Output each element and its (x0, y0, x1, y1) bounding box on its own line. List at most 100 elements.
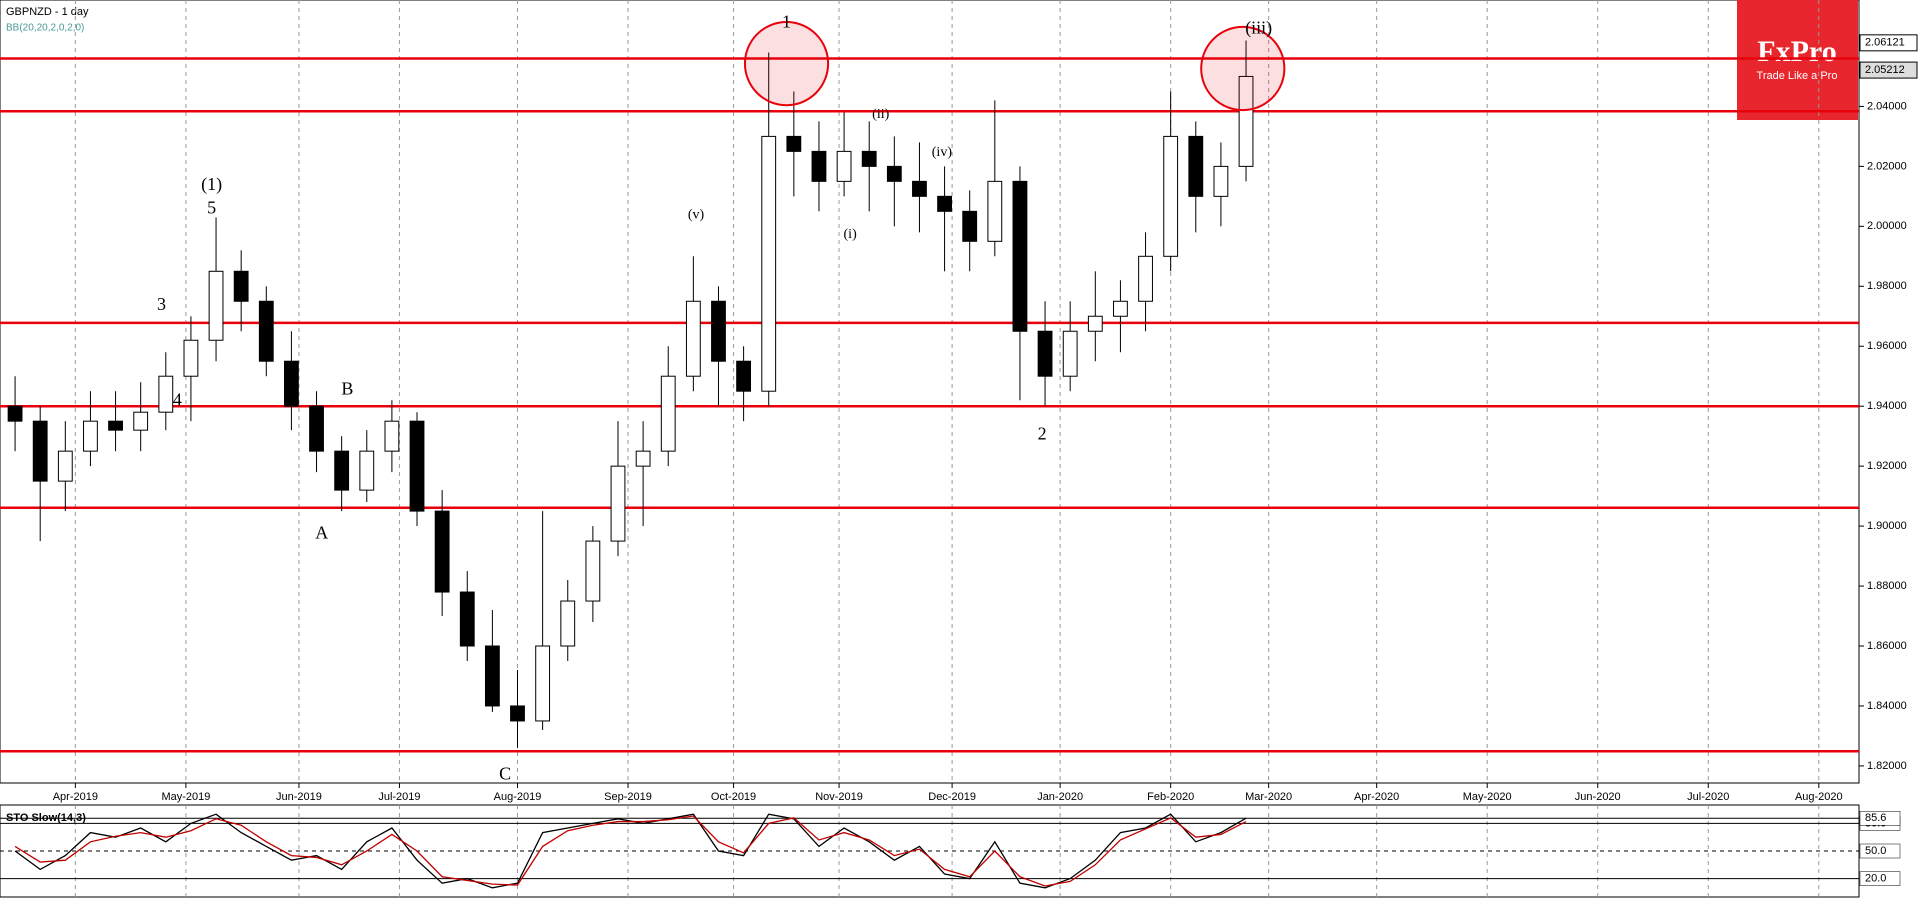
x-tick-label: Jan-2020 (1037, 791, 1083, 803)
wave-label: A (315, 523, 328, 543)
highlight-circle (1200, 25, 1286, 112)
x-tick-label: Nov-2019 (815, 791, 863, 803)
chart-title: GBPNZD - 1 day (6, 6, 89, 18)
y-tick-label: 1.82000 (1867, 760, 1907, 772)
y-tick-label: 20.0 (1865, 873, 1886, 885)
candle-body (1113, 300, 1128, 317)
stochastic-line (14, 815, 1247, 887)
x-tick-label: Oct-2019 (711, 791, 756, 803)
wave-label: 4 (173, 389, 182, 409)
y-tick-label: 1.88000 (1867, 580, 1907, 592)
highlight-circle (743, 21, 830, 107)
candle-body (861, 150, 877, 167)
candle-body (133, 411, 149, 431)
x-tick-label: Jun-2019 (276, 791, 322, 803)
y-tick-label: 1.86000 (1867, 640, 1907, 652)
logo-box (1737, 0, 1858, 120)
x-tick-label: Sep-2019 (604, 791, 652, 803)
candle-body (610, 465, 626, 542)
y-tick-label: 1.98000 (1867, 280, 1907, 292)
y-tick-label: 1.90000 (1867, 520, 1907, 532)
candle-body (334, 450, 350, 491)
wave-label: (1) (201, 174, 222, 195)
y-tick-label: 2.04000 (1867, 100, 1907, 112)
y-tick-label: 2.02000 (1867, 160, 1907, 172)
candle-body (886, 165, 902, 182)
price-label-box (1859, 61, 1918, 79)
candle-body (83, 420, 98, 452)
y-tick-label: 1.96000 (1867, 340, 1907, 352)
wave-label: 3 (157, 294, 166, 314)
candle-body (585, 540, 601, 602)
indicator-label: BB(20,20,2,0,2,0) (6, 23, 84, 34)
candle-body (635, 450, 651, 467)
x-tick-label: Apr-2019 (53, 791, 98, 803)
wave-label: (v) (688, 208, 705, 223)
wave-label: (iii) (1245, 17, 1272, 38)
candle-body (1087, 315, 1103, 332)
candle-body (660, 375, 676, 452)
candle-body (1213, 165, 1229, 197)
x-tick-label: Apr-2020 (1354, 791, 1399, 803)
candle-body (208, 270, 224, 341)
candle-body (761, 135, 777, 392)
candle-body (811, 150, 827, 182)
candle-body (233, 270, 249, 302)
y-tick-label: 1.92000 (1867, 460, 1907, 472)
candle-body (1238, 75, 1254, 167)
x-tick-label: Aug-2019 (494, 791, 542, 803)
candle-body (786, 135, 802, 152)
price-label: 2.06121 (1865, 37, 1905, 49)
candle-body (158, 375, 174, 413)
x-tick-label: Feb-2020 (1147, 791, 1194, 803)
candle-body (510, 705, 525, 722)
y-tick-label: 1.94000 (1867, 400, 1907, 412)
x-tick-label: Jul-2020 (1687, 791, 1729, 803)
y-tick-label: 50.0 (1865, 845, 1886, 857)
candle-body (711, 300, 726, 362)
y-tick-box (1859, 810, 1901, 826)
candle-body (484, 645, 500, 707)
candle-body (32, 420, 48, 482)
candle-body (309, 405, 324, 452)
candle-body (987, 180, 1003, 242)
wave-label: 5 (207, 197, 216, 217)
candle-body (1012, 180, 1028, 332)
candle-body (1138, 255, 1153, 302)
wave-label: B (341, 378, 353, 398)
wave-label: C (499, 764, 511, 784)
candle-body (108, 420, 123, 431)
candle-body (560, 600, 576, 647)
y-tick-label: 1.84000 (1867, 700, 1907, 712)
candle-body (962, 210, 978, 242)
price-panel (0, 0, 1860, 784)
y-tick-box (1859, 871, 1901, 886)
candle-body (7, 405, 23, 422)
candle-body (836, 150, 852, 182)
candle-body (384, 420, 400, 452)
candle-body (1163, 135, 1179, 257)
y-tick-box (1859, 843, 1901, 859)
candle-body (1037, 330, 1053, 377)
y-tick-label: 85.6 (1865, 812, 1886, 824)
wave-label: 1 (782, 11, 791, 31)
candle-body (459, 591, 475, 647)
wave-label: (i) (844, 227, 858, 242)
candle-body (736, 360, 752, 392)
wave-label: (ii) (872, 107, 889, 122)
candle-body (1188, 135, 1204, 197)
x-tick-label: May-2020 (1463, 791, 1512, 803)
y-tick-label: 2.00000 (1867, 220, 1907, 232)
logo-name: FxPro (1757, 35, 1836, 68)
candle-body (937, 195, 952, 212)
x-tick-label: Jul-2019 (378, 791, 420, 803)
price-label-box (1859, 34, 1918, 52)
wave-label: (iv) (932, 145, 953, 160)
wave-label: 2 (1038, 424, 1047, 444)
candle-body (284, 360, 299, 407)
candle-body (359, 450, 375, 491)
candle-body (1062, 330, 1078, 377)
logo-tagline: Trade Like a Pro (1757, 70, 1838, 82)
candle-body (183, 339, 199, 377)
